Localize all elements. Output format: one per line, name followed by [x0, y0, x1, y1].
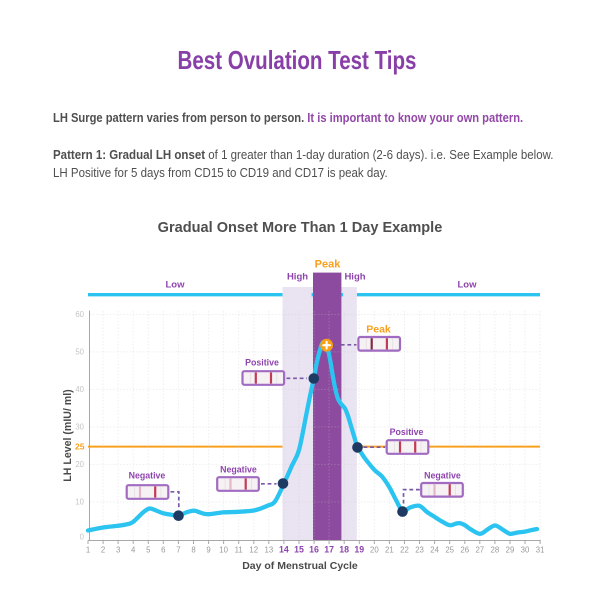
svg-text:15: 15: [294, 545, 304, 555]
svg-text:Low: Low: [458, 279, 478, 290]
svg-text:50: 50: [75, 348, 84, 357]
svg-text:27: 27: [475, 546, 484, 555]
svg-text:25: 25: [445, 546, 454, 555]
svg-text:3: 3: [116, 546, 120, 555]
svg-text:5: 5: [146, 546, 151, 555]
svg-text:13: 13: [264, 546, 273, 555]
svg-text:26: 26: [460, 546, 469, 555]
svg-text:28: 28: [491, 546, 500, 555]
svg-text:60: 60: [75, 310, 84, 319]
svg-text:16: 16: [309, 545, 319, 555]
svg-text:20: 20: [75, 460, 84, 469]
svg-text:12: 12: [249, 546, 258, 555]
svg-text:8: 8: [191, 546, 195, 555]
svg-text:2: 2: [101, 546, 105, 555]
svg-text:17: 17: [324, 545, 334, 555]
svg-text:6: 6: [161, 546, 165, 555]
svg-text:Low: Low: [166, 279, 186, 290]
svg-text:0: 0: [80, 533, 85, 542]
svg-text:7: 7: [176, 546, 180, 555]
svg-text:High: High: [344, 272, 365, 283]
svg-text:20: 20: [370, 546, 379, 555]
svg-text:Negative: Negative: [220, 465, 257, 475]
svg-text:40: 40: [75, 385, 84, 394]
svg-text:Peak: Peak: [315, 259, 342, 271]
svg-text:21: 21: [385, 546, 394, 555]
svg-text:11: 11: [235, 546, 243, 555]
svg-text:Positive: Positive: [245, 358, 279, 368]
svg-text:23: 23: [415, 546, 424, 555]
svg-text:30: 30: [75, 423, 84, 432]
svg-text:18: 18: [339, 545, 349, 555]
svg-text:10: 10: [219, 546, 228, 555]
svg-text:31: 31: [536, 546, 545, 555]
svg-text:Peak: Peak: [366, 324, 391, 336]
svg-text:24: 24: [430, 546, 439, 555]
svg-text:Negative: Negative: [129, 471, 166, 481]
svg-text:10: 10: [75, 498, 84, 507]
svg-text:25: 25: [75, 441, 85, 451]
svg-text:LH Level (mIU/ ml): LH Level (mIU/ ml): [62, 389, 74, 481]
svg-text:14: 14: [279, 545, 289, 555]
svg-text:19: 19: [354, 545, 364, 555]
svg-text:29: 29: [506, 546, 515, 555]
svg-text:Day of Menstrual Cycle: Day of Menstrual Cycle: [242, 560, 358, 572]
svg-text:1: 1: [86, 546, 90, 555]
svg-text:High: High: [287, 272, 308, 283]
svg-text:4: 4: [131, 546, 136, 555]
svg-text:Negative: Negative: [424, 471, 461, 481]
svg-text:22: 22: [400, 546, 409, 555]
svg-text:30: 30: [521, 546, 530, 555]
svg-text:9: 9: [206, 546, 210, 555]
svg-text:Positive: Positive: [390, 427, 424, 437]
